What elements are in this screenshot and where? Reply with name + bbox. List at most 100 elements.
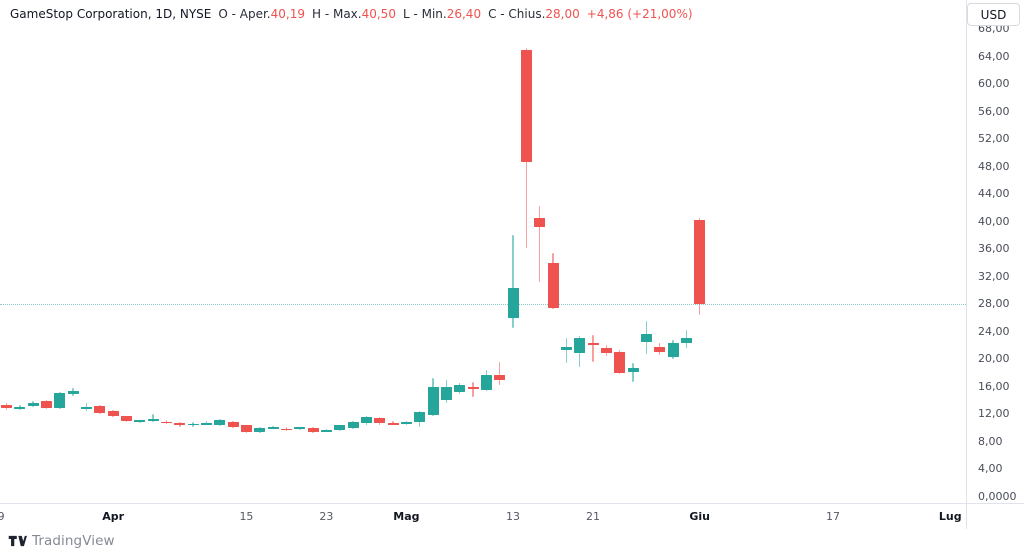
- candle: [387, 423, 399, 425]
- time-axis-label: 9: [0, 510, 5, 523]
- candle: [640, 334, 652, 342]
- price-axis-label: 64,00: [978, 49, 1010, 63]
- candle: [147, 419, 159, 422]
- candle-wick: [512, 234, 514, 329]
- ohlc-field: H - Max. 40,50: [311, 7, 396, 21]
- candle: [307, 427, 319, 433]
- price-axis-label: 48,00: [978, 159, 1010, 173]
- price-axis-label: 8,00: [978, 434, 1003, 448]
- price-axis-label: 32,00: [978, 269, 1010, 283]
- candle: [360, 416, 372, 424]
- symbol-title: GameStop Corporation, 1D, NYSE: [10, 7, 212, 21]
- tradingview-wordmark: TradingView: [32, 533, 115, 549]
- candle: [200, 423, 212, 425]
- candle: [347, 421, 359, 428]
- candle: [520, 49, 532, 162]
- candle: [667, 342, 679, 358]
- candle-wick: [498, 361, 501, 386]
- candle: [454, 385, 466, 393]
- price-axis-label: 16,00: [978, 379, 1010, 393]
- price-axis-label: 40,00: [978, 214, 1010, 228]
- tradingview-icon: [8, 533, 27, 549]
- candle: [280, 428, 292, 431]
- ohlc-field: O - Aper. 40,19: [218, 7, 305, 21]
- candle: [294, 427, 306, 429]
- candle: [414, 412, 426, 422]
- price-axis-label: 56,00: [978, 104, 1010, 118]
- chart-pane[interactable]: [0, 0, 966, 503]
- candle: [94, 405, 106, 413]
- candle: [467, 387, 479, 389]
- candle: [600, 348, 612, 353]
- candle: [427, 386, 439, 415]
- price-axis-label: 12,00: [978, 407, 1010, 421]
- candle: [320, 430, 332, 432]
- time-axis-label: Mag: [393, 510, 420, 523]
- candle: [14, 407, 26, 409]
- candle-wick: [565, 337, 568, 364]
- time-axis-label: 15: [239, 510, 254, 523]
- price-axis-label: 24,00: [978, 324, 1010, 338]
- candle: [654, 346, 666, 353]
- candle: [440, 386, 452, 400]
- candle: [334, 425, 346, 430]
- candle: [574, 337, 586, 353]
- candle: [534, 218, 546, 228]
- candle: [134, 420, 146, 422]
- price-axis-label: 0,0000: [978, 489, 1017, 503]
- price-axis-label: 44,00: [978, 187, 1010, 201]
- candle: [480, 375, 492, 391]
- candle: [547, 262, 559, 309]
- symbol-header: GameStop Corporation, 1D, NYSE O - Aper.…: [10, 7, 693, 23]
- candle: [587, 343, 599, 346]
- candle: [494, 375, 506, 380]
- candle: [614, 352, 626, 373]
- candle: [187, 423, 199, 426]
- time-axis-label: 21: [586, 510, 601, 523]
- candle: [227, 421, 239, 428]
- change-value: +4,86 (+21,00%): [586, 7, 693, 21]
- time-axis[interactable]: 9 Apr 15 23 Mag 13 21 Giu 17 Lug: [0, 504, 1024, 529]
- candle: [120, 416, 132, 422]
- candle: [27, 403, 39, 406]
- candle: [214, 419, 226, 426]
- candle: [240, 425, 252, 433]
- price-axis-label: 20,00: [978, 352, 1010, 366]
- tradingview-logo[interactable]: TradingView: [8, 533, 115, 549]
- price-axis[interactable]: 68,00 64,00 60,00 56,00 52,00 48,00 44,00 40,00…: [967, 0, 1024, 503]
- time-axis-label: 23: [319, 510, 334, 523]
- candle-wick: [592, 335, 594, 362]
- candle: [107, 410, 119, 417]
- candle: [67, 390, 79, 395]
- price-axis-label: 4,00: [978, 462, 1003, 476]
- price-axis-label: 28,00: [978, 297, 1010, 311]
- candle: [267, 427, 279, 429]
- time-axis-label: 17: [825, 510, 840, 523]
- ohlc-field: L - Min. 26,40: [402, 7, 482, 21]
- candle-wick: [632, 363, 634, 382]
- candle: [254, 427, 266, 433]
- candle: [40, 401, 52, 408]
- time-axis-border: [0, 503, 1024, 504]
- ohlc-field: C - Chius. 28,00: [488, 7, 580, 21]
- candle-wick: [538, 205, 541, 283]
- currency-button[interactable]: USD: [967, 3, 1020, 26]
- candle: [560, 346, 572, 351]
- candle: [174, 423, 186, 426]
- candle-wick: [472, 381, 474, 397]
- price-axis-border: [966, 0, 967, 529]
- candle: [680, 337, 692, 343]
- current-price-line: [0, 304, 966, 306]
- candle: [160, 421, 172, 424]
- time-axis-label: Lug: [938, 510, 962, 523]
- price-axis-label: 36,00: [978, 242, 1010, 256]
- candle: [1, 404, 12, 408]
- candle: [374, 418, 386, 424]
- price-axis-label: 60,00: [978, 77, 1010, 91]
- candle: [507, 287, 519, 318]
- candle-wick: [205, 421, 208, 425]
- candle: [80, 407, 92, 409]
- candle: [627, 368, 639, 373]
- candle: [694, 220, 706, 305]
